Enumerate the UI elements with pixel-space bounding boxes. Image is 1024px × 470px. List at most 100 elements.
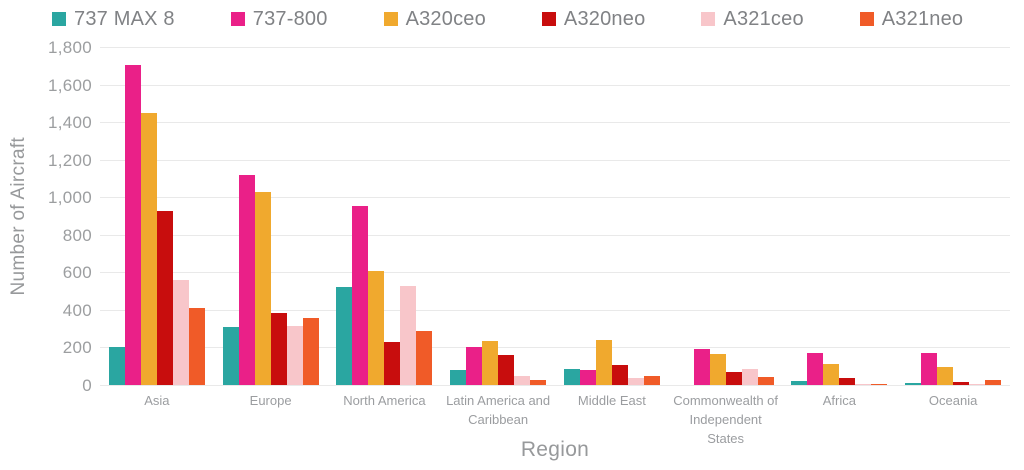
legend-item-737-800: 737-800 xyxy=(230,7,328,31)
gridline xyxy=(100,47,1010,48)
x-tick-label: North America xyxy=(343,393,426,408)
bar xyxy=(709,354,726,385)
bar xyxy=(482,340,499,385)
gridline xyxy=(100,159,1010,161)
legend-swatch-icon xyxy=(541,12,556,26)
bar-cluster-latin-america-and-caribbean xyxy=(441,47,555,385)
bar xyxy=(498,354,515,385)
bar xyxy=(807,353,824,385)
legend-swatch-icon xyxy=(52,12,66,26)
legend-item-a320ceo: A320ceo xyxy=(383,7,486,31)
bar xyxy=(302,318,319,385)
legend: 737 MAX 8 737-800 A320ceo A320neo A321ceo A32… xyxy=(52,6,963,32)
bar xyxy=(839,378,856,385)
y-tick-label: 1,200 xyxy=(47,150,92,170)
bar xyxy=(953,382,970,385)
bar xyxy=(466,347,483,385)
y-tick-label: 800 xyxy=(62,225,92,245)
bar xyxy=(823,364,840,385)
legend-label: A320neo xyxy=(563,7,646,30)
legend-swatch-icon xyxy=(701,12,716,26)
bar xyxy=(643,375,660,385)
gridline xyxy=(100,197,1010,199)
legend-item-a321neo: A321neo xyxy=(859,7,964,31)
x-axis-title: Region xyxy=(520,438,590,461)
y-tick-label: 0 xyxy=(82,376,92,395)
bar xyxy=(937,367,954,385)
legend-swatch-icon xyxy=(859,12,874,26)
bar xyxy=(254,191,271,385)
bar xyxy=(368,271,385,385)
bar xyxy=(270,312,287,385)
legend-swatch-icon xyxy=(383,12,398,26)
plot-area xyxy=(100,47,1010,386)
x-tick-label: Middle East xyxy=(577,393,646,408)
bar-cluster-commonwealth-of-independent-states xyxy=(669,47,783,385)
bar xyxy=(416,330,433,385)
bar xyxy=(188,308,205,385)
legend-label: A320ceo xyxy=(405,7,486,30)
bar xyxy=(530,380,547,385)
legend-label: A321neo xyxy=(881,7,964,30)
legend-swatch-icon xyxy=(230,12,245,26)
bar-cluster-middle-east xyxy=(555,47,669,385)
x-axis-labels: Asia Europe North America Latin America and… xyxy=(100,392,1010,449)
gridline xyxy=(100,84,1010,86)
y-tick-label: 600 xyxy=(62,263,92,283)
bar-cluster-africa xyxy=(783,47,897,385)
x-tick-label: Latin America and Caribbean xyxy=(446,393,551,427)
y-axis-ticks: 0 200 400 600 800 1,000 1,200 1,400 1,600 1,800 xyxy=(0,38,92,395)
y-tick-label: 400 xyxy=(62,300,92,320)
bar xyxy=(352,205,369,385)
bar xyxy=(791,381,808,385)
x-tick-label: Oceania xyxy=(928,393,978,408)
bar xyxy=(725,371,742,385)
bar xyxy=(222,326,239,385)
x-tick-label: Asia xyxy=(144,393,170,408)
bar xyxy=(286,325,303,385)
y-tick-label: 200 xyxy=(62,338,92,358)
gridline xyxy=(100,385,1010,386)
y-tick-label: 1,000 xyxy=(47,188,92,208)
gridline xyxy=(100,347,1010,349)
y-tick-label: 1,400 xyxy=(47,113,92,133)
legend-item-a320neo: A320neo xyxy=(541,7,646,31)
bar xyxy=(108,346,125,385)
y-tick-label: 1,800 xyxy=(47,38,92,57)
bar-clusters xyxy=(100,47,1010,385)
bar xyxy=(921,353,938,385)
bar xyxy=(855,384,872,385)
bar xyxy=(871,383,888,385)
y-tick-label: 1,600 xyxy=(47,75,92,95)
bar xyxy=(384,341,401,385)
x-tick-label: Africa xyxy=(822,393,856,408)
gridline xyxy=(100,122,1010,124)
bar xyxy=(450,369,467,385)
legend-label: 737 MAX 8 xyxy=(74,7,175,30)
bar xyxy=(595,339,612,385)
legend-label: 737-800 xyxy=(252,7,328,30)
x-tick-label: Commonwealth of Independent States xyxy=(673,393,779,446)
bar xyxy=(140,112,157,385)
legend-label: A321ceo xyxy=(723,7,804,30)
legend-item-a321ceo: A321ceo xyxy=(701,7,804,31)
bar-cluster-north-america xyxy=(328,47,442,385)
bar xyxy=(514,375,531,385)
bar xyxy=(757,376,774,385)
bar xyxy=(156,211,173,385)
gridline xyxy=(100,309,1010,311)
bar xyxy=(238,174,255,385)
bar xyxy=(693,349,710,385)
gridline xyxy=(100,234,1010,236)
bar xyxy=(172,279,189,385)
bar xyxy=(741,369,758,385)
legend-item-737-max-8: 737 MAX 8 xyxy=(52,8,175,31)
bar-cluster-asia xyxy=(100,47,214,385)
bar xyxy=(627,377,644,385)
bar-cluster-europe xyxy=(214,47,328,385)
bar xyxy=(400,286,417,385)
bar xyxy=(611,365,628,385)
bar xyxy=(563,369,580,385)
bar xyxy=(124,64,141,385)
